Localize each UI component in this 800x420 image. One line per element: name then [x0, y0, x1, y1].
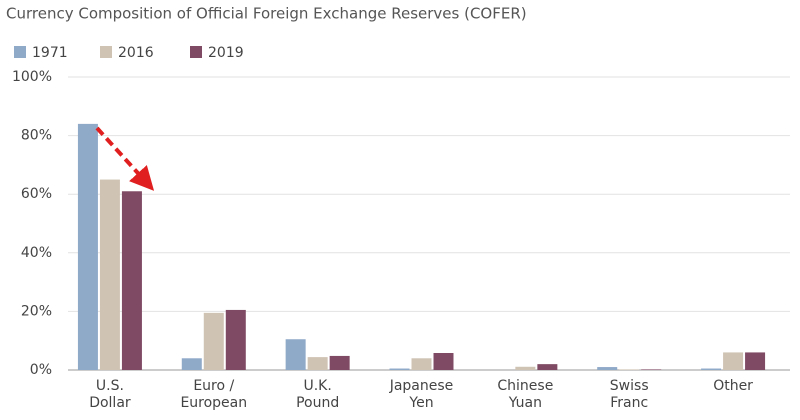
- legend-label: 1971: [32, 45, 68, 61]
- bar: [99, 179, 120, 370]
- y-tick-label: 20%: [21, 303, 52, 319]
- bar: [285, 339, 306, 370]
- x-tick-label: Euro /: [193, 378, 234, 394]
- bar: [619, 369, 640, 370]
- x-tick-label: Pound: [296, 395, 339, 411]
- legend-label: 2016: [118, 45, 154, 61]
- bar: [723, 352, 744, 370]
- bar: [181, 358, 202, 370]
- x-tick-label: Franc: [610, 395, 648, 411]
- legend-swatch: [100, 46, 112, 58]
- x-tick-label: U.S.: [96, 378, 124, 394]
- legend-swatch: [14, 46, 26, 58]
- bar: [411, 358, 432, 370]
- chart-title: Currency Composition of Official Foreign…: [6, 5, 527, 23]
- bar: [701, 368, 722, 370]
- x-tick-label: Yen: [408, 395, 433, 411]
- bar: [225, 309, 246, 370]
- x-tick-label: Swiss: [610, 378, 649, 394]
- plot: 0% 20% 40% 60% 80% 100% 1971 2016 2019 U.S.Dollar…: [12, 45, 790, 411]
- legend-swatch: [190, 46, 202, 58]
- bar: [389, 368, 410, 370]
- x-tick-label: Other: [713, 378, 753, 394]
- y-tick-label: 0%: [30, 362, 52, 378]
- x-tick-label: Dollar: [89, 395, 131, 411]
- x-tick-label: U.K.: [303, 378, 331, 394]
- bar: [515, 366, 536, 370]
- legend-label: 2019: [208, 45, 244, 61]
- x-tick-label: Yuan: [508, 395, 542, 411]
- x-tick-label: European: [180, 395, 247, 411]
- bar: [537, 364, 558, 370]
- bar: [745, 352, 766, 370]
- annotation-arrow: [95, 126, 155, 191]
- x-tick-label: Chinese: [497, 378, 553, 394]
- bar: [433, 353, 454, 370]
- y-tick-label: 40%: [21, 245, 52, 261]
- bar: [641, 369, 662, 370]
- bar: [597, 367, 618, 370]
- y-tick-label: 100%: [12, 69, 52, 85]
- bar: [121, 191, 142, 370]
- bar: [77, 123, 98, 370]
- bar: [329, 355, 350, 370]
- x-tick-label: Japanese: [389, 378, 454, 394]
- bar: [203, 312, 224, 370]
- bar: [307, 357, 328, 370]
- y-tick-label: 80%: [21, 128, 52, 144]
- y-tick-label: 60%: [21, 186, 52, 202]
